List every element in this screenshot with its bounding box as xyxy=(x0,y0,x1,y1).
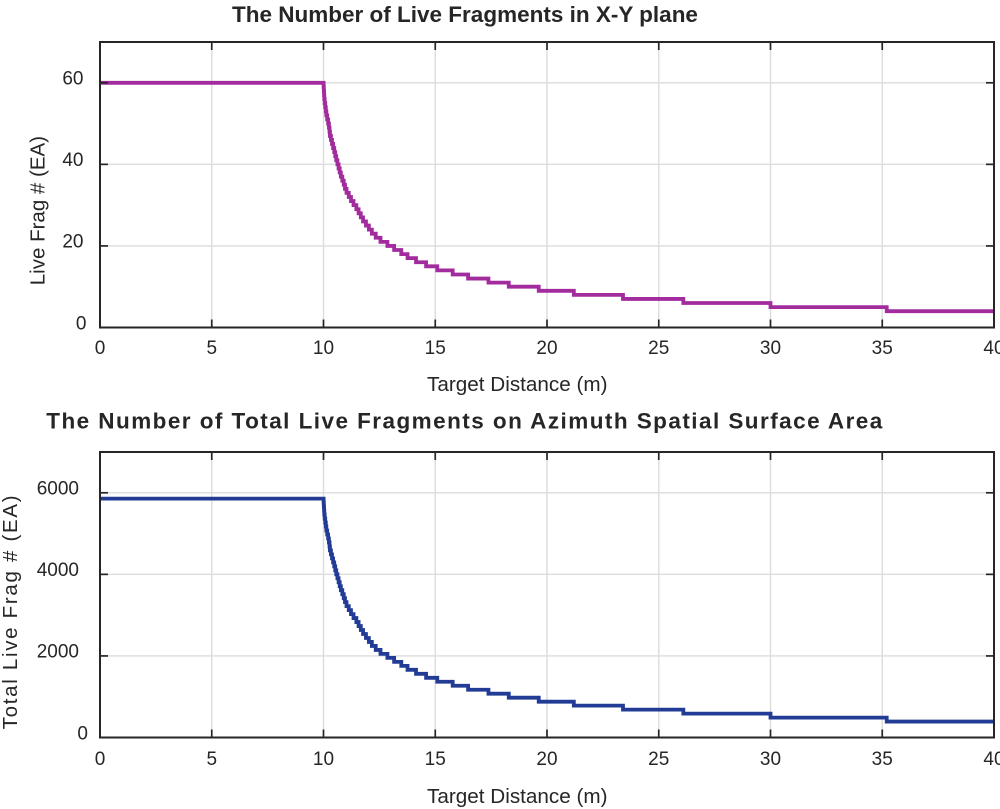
svg-text:10: 10 xyxy=(313,749,334,770)
svg-text:0: 0 xyxy=(95,749,106,770)
svg-text:40: 40 xyxy=(983,749,1000,770)
svg-text:The Number of Total Live Fragm: The Number of Total Live Fragments on Az… xyxy=(46,408,884,433)
svg-text:35: 35 xyxy=(872,749,893,770)
svg-text:30: 30 xyxy=(760,338,781,359)
svg-text:0: 0 xyxy=(77,723,88,744)
svg-text:Live Frag # (EA): Live Frag # (EA) xyxy=(27,136,50,285)
svg-text:6000: 6000 xyxy=(37,479,79,500)
svg-text:10: 10 xyxy=(313,338,334,359)
svg-text:0: 0 xyxy=(76,313,87,334)
svg-text:20: 20 xyxy=(536,749,557,770)
svg-text:0: 0 xyxy=(95,338,106,359)
svg-text:5: 5 xyxy=(206,338,217,359)
svg-text:4000: 4000 xyxy=(37,560,79,581)
svg-text:5: 5 xyxy=(206,749,217,770)
svg-text:40: 40 xyxy=(983,338,1000,359)
svg-text:Target Distance (m): Target Distance (m) xyxy=(427,785,608,808)
svg-text:Target Distance (m): Target Distance (m) xyxy=(427,373,608,396)
svg-text:Total Live Frag # (EA): Total Live Frag # (EA) xyxy=(0,494,22,730)
svg-text:20: 20 xyxy=(536,338,557,359)
svg-text:20: 20 xyxy=(62,232,83,253)
svg-text:35: 35 xyxy=(872,338,893,359)
svg-text:15: 15 xyxy=(425,749,446,770)
svg-text:2000: 2000 xyxy=(37,642,79,663)
svg-text:60: 60 xyxy=(62,69,83,90)
svg-text:15: 15 xyxy=(425,338,446,359)
svg-text:30: 30 xyxy=(760,749,781,770)
svg-text:25: 25 xyxy=(648,338,669,359)
svg-text:The Number of Live Fragments i: The Number of Live Fragments in X-Y plan… xyxy=(232,2,698,27)
svg-text:25: 25 xyxy=(648,749,669,770)
svg-text:40: 40 xyxy=(62,150,83,171)
